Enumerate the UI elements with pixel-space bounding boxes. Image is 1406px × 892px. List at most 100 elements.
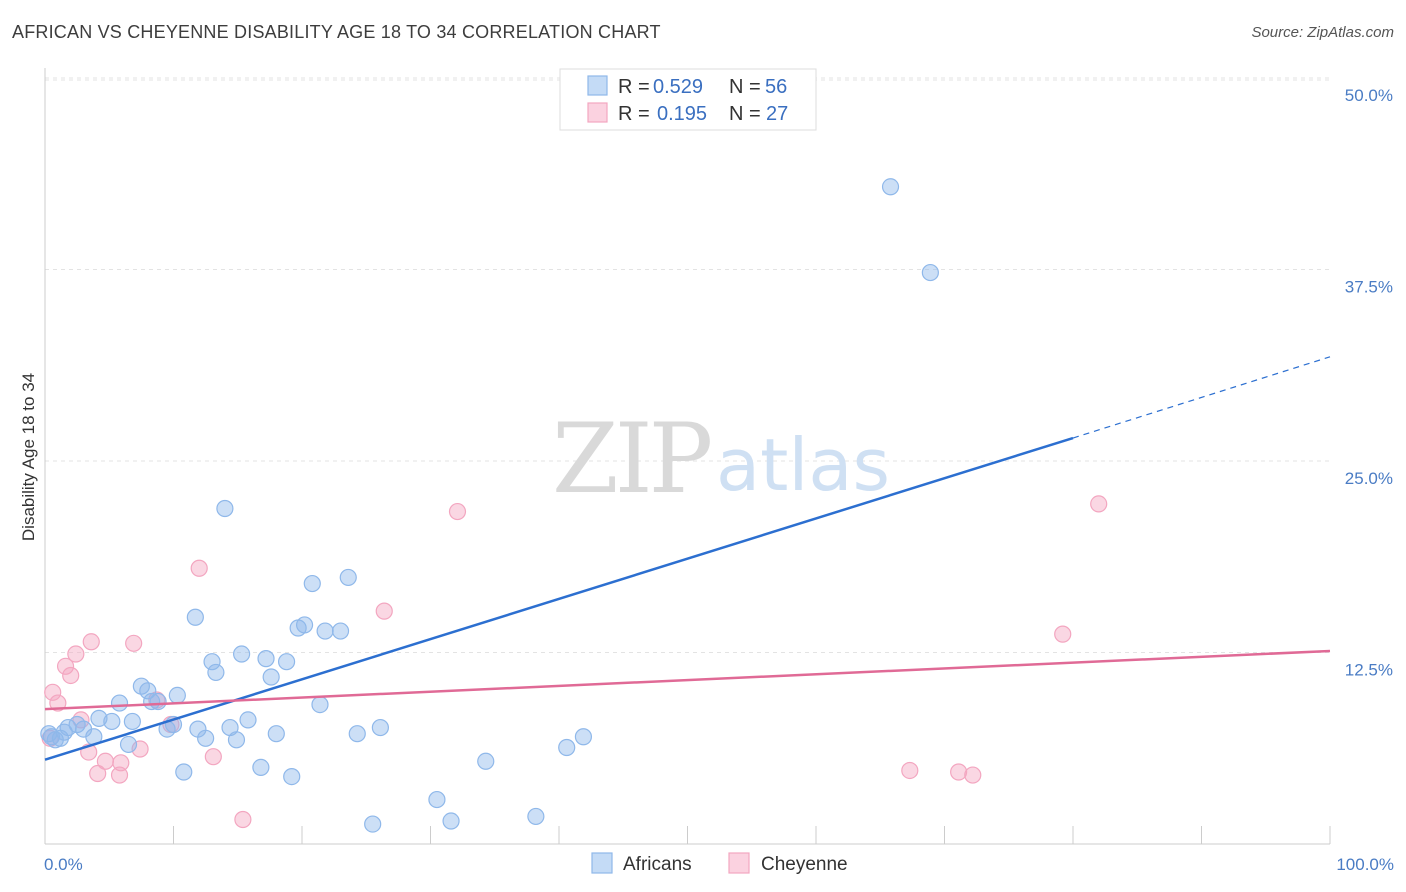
- watermark-zip: ZIP: [552, 403, 711, 515]
- africans-point-53: [921, 263, 939, 282]
- cheyenne-point-26: [964, 766, 982, 784]
- legend-n-label-africans: N =: [729, 76, 766, 98]
- africans-point-9: [110, 694, 129, 712]
- cheyenne-point-8: [82, 633, 100, 651]
- y-tick-label-1: 25.0%: [1345, 469, 1393, 488]
- africans-point-33: [267, 725, 285, 743]
- africans-point-29: [239, 711, 257, 729]
- africans-point-54: [42, 728, 61, 746]
- africans-point-46: [428, 790, 446, 809]
- africans-point-52: [881, 178, 900, 196]
- africans-point-51: [574, 728, 593, 746]
- africans-point-32: [262, 668, 280, 686]
- africans-point-15: [149, 692, 167, 711]
- africans-point-30: [252, 758, 270, 777]
- africans-point-11: [123, 712, 141, 731]
- africans-point-31: [257, 650, 275, 668]
- africans-point-41: [331, 622, 350, 640]
- axes: [44, 68, 1331, 845]
- cheyenne-point-3: [56, 657, 75, 675]
- cheyenne-point-19: [234, 810, 252, 829]
- watermark-atlas: atlas: [716, 423, 890, 507]
- cheyenne-point-22: [1054, 625, 1072, 643]
- cheyenne-point-10: [96, 752, 114, 770]
- africans-point-8: [103, 712, 121, 731]
- cheyenne-point-1: [44, 683, 62, 701]
- cheyenne-point-23: [1090, 495, 1108, 513]
- legend-n-value-cheyenne: 27: [766, 103, 788, 125]
- africans-point-18: [168, 686, 186, 704]
- y-axis-label: Disability Age 18 to 34: [19, 373, 38, 541]
- africans-point-23: [203, 653, 221, 671]
- africans-point-22: [197, 729, 215, 747]
- bottom-legend-label-cheyenne: Cheyenne: [761, 854, 848, 875]
- africans-point-28: [233, 645, 251, 663]
- africans-point-20: [186, 608, 204, 626]
- legend-n-label-cheyenne: N =: [729, 103, 766, 125]
- africans-point-47: [442, 812, 460, 830]
- africans-point-25: [216, 499, 234, 518]
- africans-point-27: [227, 731, 246, 749]
- africans-trend-line: [44, 436, 1074, 761]
- cheyenne-points: [41, 495, 1108, 829]
- africans-point-37: [295, 616, 314, 634]
- cheyenne-point-25: [950, 763, 968, 781]
- legend-r-label-cheyenne: R =: [618, 103, 655, 125]
- cheyenne-point-9: [89, 764, 107, 783]
- cheyenne-point-20: [375, 602, 393, 620]
- trend-lines: [44, 356, 1331, 761]
- africans-point-50: [558, 738, 576, 757]
- y-tick-label-3: 50.0%: [1345, 86, 1393, 105]
- legend-swatch-africans: [587, 75, 608, 96]
- africans-point-19: [175, 763, 193, 781]
- africans-point-43: [348, 725, 366, 743]
- x-tick-label-min: 0.0%: [44, 855, 83, 874]
- cheyenne-point-2: [49, 694, 67, 712]
- africans-points: [40, 178, 939, 833]
- legend-r-value-cheyenne: 0.195: [657, 103, 707, 125]
- cheyenne-point-21: [448, 502, 467, 521]
- bottom-legend: Africans Cheyenne: [591, 852, 848, 875]
- cheyenne-point-17: [190, 559, 208, 577]
- africans-point-44: [364, 815, 382, 833]
- cheyenne-point-12: [112, 754, 130, 772]
- legend-r-label-africans: R =: [618, 76, 655, 98]
- africans-point-48: [477, 752, 495, 770]
- africans-point-34: [277, 653, 296, 671]
- y-tick-labels: 12.5% 25.0% 37.5% 50.0%: [1345, 86, 1393, 680]
- africans-point-45: [371, 718, 389, 737]
- watermark: ZIP atlas: [552, 403, 890, 515]
- y-tick-label-2: 37.5%: [1345, 278, 1393, 297]
- cheyenne-point-5: [67, 645, 85, 663]
- cheyenne-point-11: [110, 766, 129, 784]
- x-tick-labels: 0.0% 100.0%: [44, 855, 1394, 874]
- africans-point-55: [55, 723, 73, 741]
- africans-point-7: [90, 709, 108, 727]
- africans-point-40: [316, 622, 334, 640]
- bottom-legend-swatch-africans: [591, 852, 613, 874]
- x-tick-label-max: 100.0%: [1336, 855, 1394, 874]
- legend-swatch-cheyenne: [587, 102, 608, 123]
- source-label: Source: ZipAtlas.com: [1251, 24, 1394, 41]
- chart-title: AFRICAN VS CHEYENNE DISABILITY AGE 18 TO…: [12, 22, 661, 42]
- africans-point-42: [339, 568, 357, 587]
- cheyenne-point-13: [125, 634, 143, 652]
- cheyenne-point-18: [204, 748, 222, 766]
- legend-box: R = 0.529 N = 56 R = 0.195 N = 27: [559, 68, 817, 131]
- africans-point-38: [303, 574, 321, 593]
- cheyenne-trend-line: [44, 649, 1331, 711]
- legend-n-value-africans: 56: [765, 76, 787, 98]
- bottom-legend-label-africans: Africans: [623, 854, 692, 875]
- africans-point-35: [283, 767, 301, 786]
- africans-point-39: [311, 695, 329, 714]
- y-tick-label-0: 12.5%: [1345, 661, 1393, 680]
- africans-point-49: [527, 807, 545, 826]
- grid-lines: [45, 77, 1330, 653]
- bottom-legend-swatch-cheyenne: [728, 852, 750, 874]
- cheyenne-point-24: [901, 761, 919, 780]
- legend-r-value-africans: 0.529: [653, 76, 703, 98]
- africans-point-13: [139, 682, 157, 700]
- africans-point-10: [119, 735, 138, 754]
- cheyenne-point-4: [62, 666, 80, 685]
